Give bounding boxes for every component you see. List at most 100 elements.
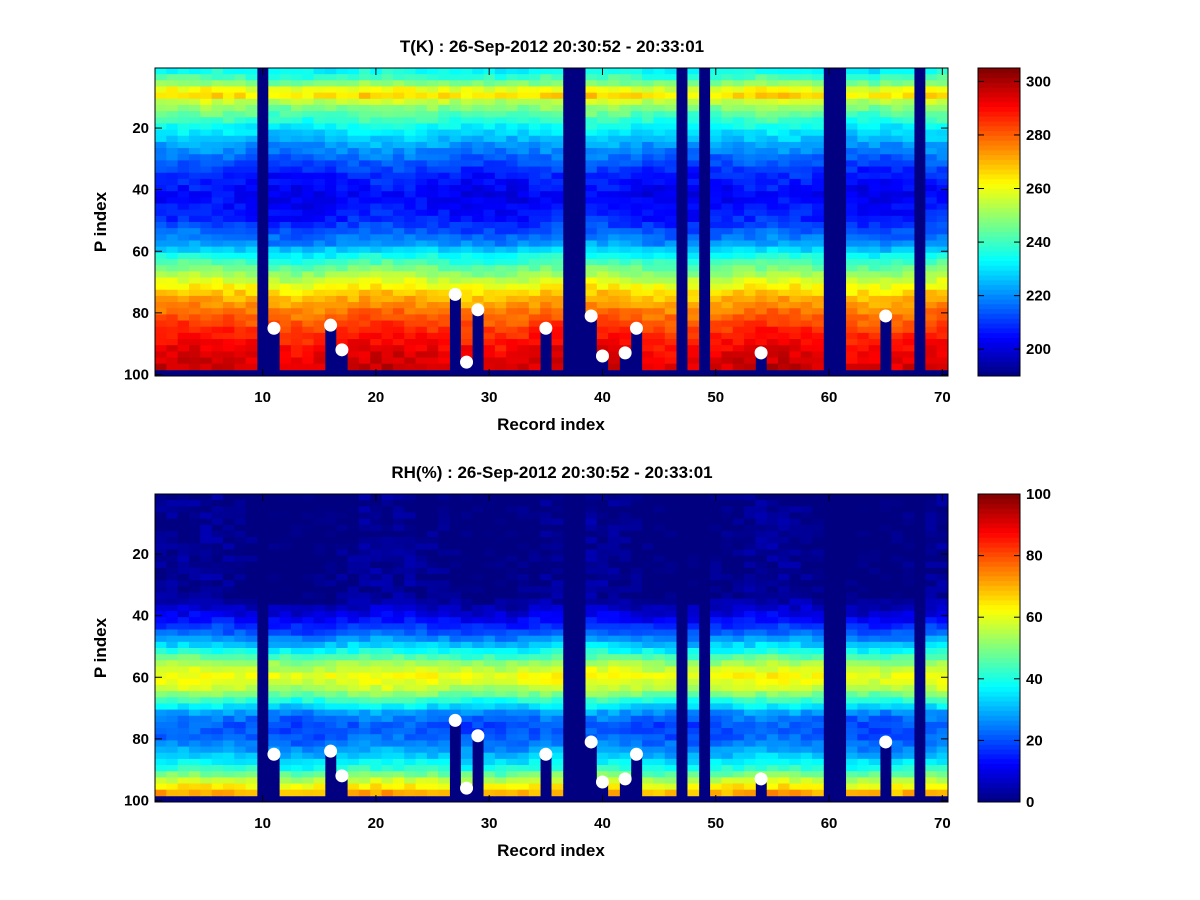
humidity-heatmap-cell <box>596 561 609 569</box>
temperature-heatmap-cell <box>710 92 722 100</box>
temperature-record-column <box>755 68 768 355</box>
temperature-heatmap-cell <box>415 111 428 118</box>
humidity-heatmap-cell <box>336 697 348 704</box>
humidity-heatmap-cell <box>540 592 552 600</box>
temperature-heatmap-cell <box>449 92 462 100</box>
humidity-heatmap-cell <box>596 721 609 729</box>
temperature-heatmap-cell <box>347 160 360 167</box>
temperature-heatmap-cell <box>925 345 938 352</box>
temperature-heatmap-cell <box>630 228 643 235</box>
humidity-heatmap-cell <box>415 703 428 710</box>
temperature-heatmap-cell <box>789 228 802 235</box>
temperature-heatmap-cell <box>936 240 949 248</box>
temperature-heatmap-cell <box>721 222 734 229</box>
temperature-heatmap-cell <box>755 271 768 278</box>
humidity-heatmap-cell <box>177 666 190 674</box>
temperature-heatmap-cell <box>324 123 337 130</box>
temperature-heatmap-cell <box>710 246 722 254</box>
temperature-heatmap-cell <box>211 104 224 112</box>
temperature-heatmap-cell <box>438 74 450 81</box>
temperature-heatmap-cell <box>245 123 258 130</box>
temperature-heatmap-cell <box>392 68 405 75</box>
temperature-heatmap-cell <box>336 74 348 81</box>
humidity-heatmap-cell <box>268 574 281 581</box>
temperature-heatmap-cell <box>585 178 598 186</box>
temperature-heatmap-cell <box>234 265 247 272</box>
temperature-colorbar-segment <box>978 111 1020 117</box>
temperature-heatmap-cell <box>596 154 609 161</box>
humidity-heatmap-cell <box>188 555 201 563</box>
temperature-heatmap-cell <box>868 74 881 81</box>
humidity-heatmap-cell <box>528 598 541 606</box>
temperature-heatmap-cell <box>891 98 904 106</box>
humidity-heatmap-cell <box>188 672 201 680</box>
humidity-heatmap-cell <box>324 592 337 600</box>
temperature-heatmap-cell <box>800 234 813 241</box>
temperature-heatmap-cell <box>279 308 292 315</box>
temperature-heatmap-cell <box>789 154 802 161</box>
temperature-heatmap-cell <box>234 197 247 204</box>
temperature-heatmap-cell <box>936 191 949 198</box>
temperature-heatmap-cell <box>755 117 768 124</box>
temperature-heatmap-cell <box>664 271 677 278</box>
temperature-heatmap-cell <box>721 92 734 100</box>
humidity-record-column <box>336 494 348 778</box>
temperature-heatmap-cell <box>313 252 326 260</box>
temperature-heatmap-cell <box>222 240 235 248</box>
humidity-heatmap-cell <box>460 752 473 760</box>
temperature-heatmap-cell <box>619 104 632 112</box>
temperature-heatmap-cell <box>483 326 496 334</box>
temperature-heatmap-cell <box>426 68 439 75</box>
temperature-heatmap-cell <box>687 240 700 248</box>
temperature-heatmap-cell <box>630 154 643 161</box>
temperature-heatmap-cell <box>687 172 700 180</box>
humidity-heatmap-cell <box>188 697 201 704</box>
temperature-heatmap-cell <box>630 197 643 204</box>
temperature-heatmap-cell <box>426 222 439 229</box>
temperature-colorbar-segment <box>978 274 1020 281</box>
temperature-heatmap-cell <box>392 277 405 284</box>
temperature-heatmap-cell <box>653 357 666 365</box>
temperature-record-column <box>744 68 756 371</box>
humidity-heatmap-cell <box>290 592 303 600</box>
temperature-heatmap-cell <box>155 326 167 334</box>
humidity-heatmap-cell <box>494 678 507 686</box>
temperature-heatmap-cell <box>166 123 179 130</box>
temperature-heatmap-cell <box>608 68 620 75</box>
humidity-heatmap-cell <box>449 530 462 538</box>
humidity-heatmap-cell <box>506 721 518 729</box>
temperature-heatmap-cell <box>800 123 813 130</box>
humidity-heatmap-cell <box>494 543 507 550</box>
humidity-heatmap-cell <box>608 494 620 501</box>
humidity-heatmap-cell <box>483 654 496 661</box>
temperature-heatmap-cell <box>155 160 167 167</box>
temperature-heatmap-cell <box>846 68 858 75</box>
temperature-heatmap-cell <box>290 148 303 155</box>
humidity-heatmap-cell <box>324 660 337 667</box>
temperature-heatmap-cell <box>608 129 620 137</box>
temperature-heatmap-cell <box>846 123 858 130</box>
temperature-heatmap-cell <box>245 178 258 186</box>
temperature-heatmap-cell <box>812 345 824 352</box>
temperature-heatmap-cell <box>528 166 541 174</box>
temperature-heatmap-cell <box>630 92 643 100</box>
temperature-heatmap-cell <box>744 357 756 365</box>
humidity-heatmap-cell <box>438 567 450 575</box>
temperature-heatmap-cell <box>902 86 915 94</box>
temperature-heatmap-cell <box>540 111 552 118</box>
temperature-heatmap-cell <box>642 203 654 211</box>
temperature-heatmap-cell <box>868 222 881 229</box>
temperature-heatmap-cell <box>744 141 756 149</box>
temperature-heatmap-cell <box>358 271 371 278</box>
humidity-heatmap-cell <box>596 567 609 575</box>
humidity-heatmap-cell <box>336 746 348 754</box>
humidity-heatmap-cell <box>608 555 620 563</box>
temperature-heatmap-cell <box>245 246 258 254</box>
temperature-heatmap-cell <box>868 141 881 149</box>
humidity-heatmap-cell <box>506 617 518 624</box>
humidity-heatmap-cell <box>336 740 348 747</box>
temperature-heatmap-cell <box>166 197 179 204</box>
humidity-heatmap-cell <box>381 623 394 630</box>
temperature-heatmap-cell <box>177 339 190 346</box>
humidity-heatmap-cell <box>290 715 303 723</box>
